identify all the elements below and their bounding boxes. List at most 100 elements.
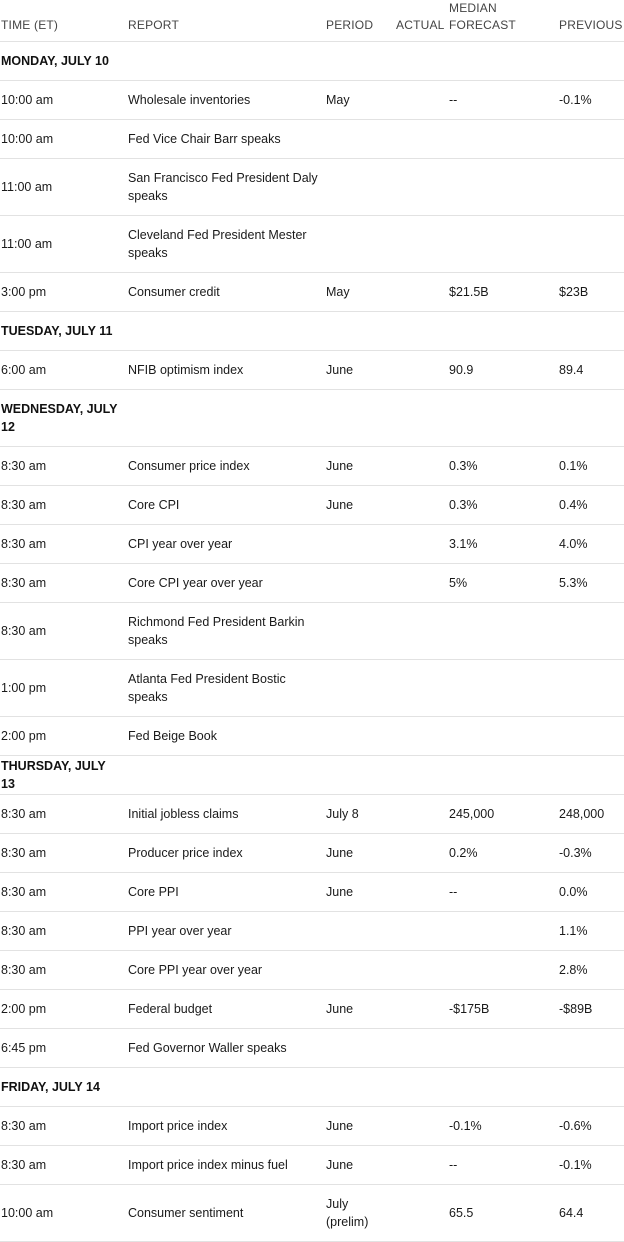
cell-report: Fed Governor Waller speaks [127,1028,325,1068]
cell-time: 11:00 am [0,215,127,273]
cell-previous [558,659,624,717]
day-header-row: MONDAY, JULY 10 [0,41,624,81]
cell-forecast [448,950,558,990]
header-report: REPORT [127,0,325,42]
cell-previous [558,1028,624,1068]
cell-actual [395,485,448,525]
table-row: 8:30 am Richmond Fed President Barkin spe… [0,602,624,660]
cell-previous [558,716,624,756]
cell-previous: -$89B [558,989,624,1029]
cell-period [325,158,395,216]
cell-previous: 1.1% [558,911,624,951]
cell-time: 3:00 pm [0,272,127,312]
header-previous: PREVIOUS [558,0,624,42]
cell-actual [395,350,448,390]
table-row: 8:30 am Initial jobless claims July 8 245,0… [0,794,624,834]
cell-report: Producer price index [127,833,325,873]
day-header-row: THURSDAY, JULY 13 [0,755,624,795]
cell-previous: 2.8% [558,950,624,990]
cell-report: Core CPI [127,485,325,525]
cell-period [325,215,395,273]
cell-report: Cleveland Fed President Mester speaks [127,215,325,273]
table-row: 8:30 am Import price index June -0.1% -0.6% [0,1106,624,1146]
cell-actual [395,602,448,660]
cell-time: 6:00 am [0,350,127,390]
table-row: 8:30 am CPI year over year 3.1% 4.0% [0,524,624,564]
cell-forecast: 90.9 [448,350,558,390]
empty-cell [558,1067,624,1107]
cell-forecast [448,215,558,273]
cell-period [325,659,395,717]
cell-period: June [325,833,395,873]
cell-report: Richmond Fed President Barkin speaks [127,602,325,660]
cell-actual [395,524,448,564]
cell-previous: 4.0% [558,524,624,564]
cell-time: 11:00 am [0,158,127,216]
cell-time: 8:30 am [0,446,127,486]
cell-time: 8:30 am [0,911,127,951]
cell-forecast [448,716,558,756]
table-row: 8:30 am PPI year over year 1.1% [0,911,624,951]
header-median-forecast: MEDIAN FORECAST [448,0,558,42]
cell-forecast [448,1028,558,1068]
table-row: 8:30 am Consumer price index June 0.3% 0.1% [0,446,624,486]
empty-cell [127,41,325,81]
cell-previous: -0.6% [558,1106,624,1146]
cell-period: June [325,485,395,525]
cell-period: May [325,272,395,312]
cell-time: 10:00 am [0,80,127,120]
cell-period [325,911,395,951]
empty-cell [558,41,624,81]
cell-previous: 0.1% [558,446,624,486]
empty-cell [325,1067,395,1107]
cell-period [325,716,395,756]
cell-actual [395,1184,448,1242]
cell-actual [395,989,448,1029]
empty-cell [127,389,325,447]
cell-actual [395,659,448,717]
header-median-line2: FORECAST [449,18,516,32]
empty-cell [448,311,558,351]
cell-report: Core CPI year over year [127,563,325,603]
cell-actual [395,950,448,990]
cell-period: May [325,80,395,120]
empty-cell [395,389,448,447]
cell-forecast [448,659,558,717]
cell-period [325,602,395,660]
cell-time: 8:30 am [0,950,127,990]
cell-forecast: 3.1% [448,524,558,564]
cell-report: Fed Beige Book [127,716,325,756]
cell-actual [395,272,448,312]
cell-period: June [325,1106,395,1146]
cell-previous [558,602,624,660]
empty-cell [448,755,558,795]
day-label: FRIDAY, JULY 14 [0,1067,127,1107]
cell-previous [558,215,624,273]
table-body: MONDAY, JULY 10 10:00 am Wholesale invento… [0,41,624,1242]
cell-time: 8:30 am [0,563,127,603]
day-label: TUESDAY, JULY 11 [0,311,127,351]
empty-cell [127,311,325,351]
cell-forecast: -0.1% [448,1106,558,1146]
cell-period: July (prelim) [325,1184,395,1242]
cell-period [325,563,395,603]
cell-period: June [325,446,395,486]
header-time: TIME (ET) [0,0,127,42]
cell-previous: 248,000 [558,794,624,834]
cell-time: 10:00 am [0,1184,127,1242]
empty-cell [127,1067,325,1107]
header-actual: ACTUAL [395,0,448,42]
table-row: 6:45 pm Fed Governor Waller speaks [0,1028,624,1068]
table-row: 2:00 pm Federal budget June -$175B -$89B [0,989,624,1029]
cell-time: 8:30 am [0,602,127,660]
table-row: 8:30 am Core CPI June 0.3% 0.4% [0,485,624,525]
cell-actual [395,1028,448,1068]
cell-forecast [448,911,558,951]
cell-actual [395,794,448,834]
table-row: 1:00 pm Atlanta Fed President Bostic spea… [0,659,624,717]
table-row: 8:30 am Import price index minus fuel June… [0,1145,624,1185]
empty-cell [448,389,558,447]
empty-cell [395,311,448,351]
cell-time: 2:00 pm [0,989,127,1029]
cell-previous: 89.4 [558,350,624,390]
